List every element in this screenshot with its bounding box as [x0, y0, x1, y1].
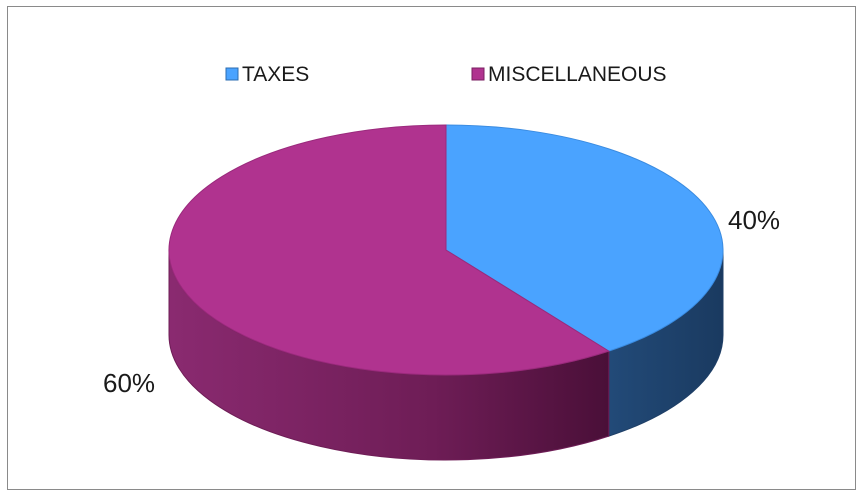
pie-slices [169, 125, 723, 375]
legend: TAXES MISCELLANEOUS [226, 63, 667, 86]
legend-label-miscellaneous: MISCELLANEOUS [488, 63, 667, 86]
data-label-taxes: 40% [728, 205, 780, 235]
legend-swatch-taxes [226, 68, 238, 80]
data-label-miscellaneous: 60% [103, 368, 155, 398]
legend-label-taxes: TAXES [242, 63, 309, 86]
legend-swatch-miscellaneous [472, 68, 484, 80]
